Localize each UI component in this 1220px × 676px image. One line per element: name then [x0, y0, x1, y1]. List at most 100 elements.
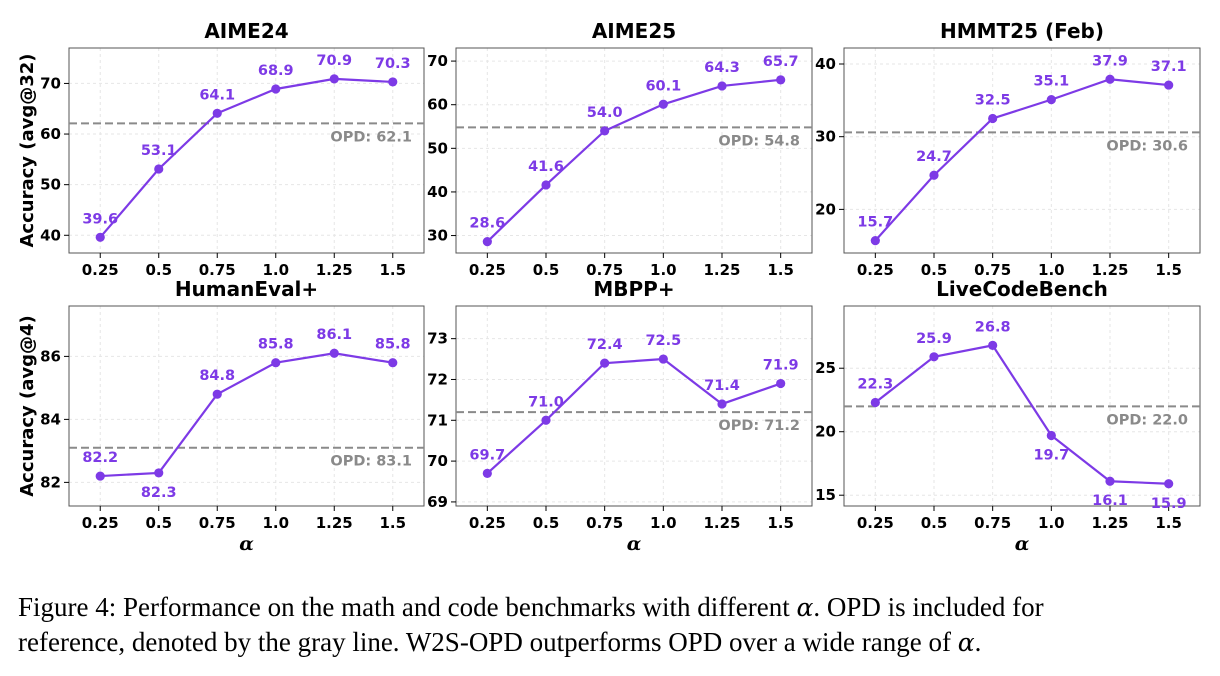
- data-point: [988, 113, 998, 124]
- x-tick-label: 1.25: [316, 261, 353, 279]
- chart-panel-2: AIME25 30 40 50 60 70 0.25 0.5 0.75 1.0 1.25 1.5 OPD…: [427, 19, 813, 279]
- plot-frame: [68, 47, 425, 254]
- y-tick-label: 40: [40, 226, 61, 244]
- y-axis-label: Accuracy (avg@32): [17, 53, 38, 247]
- data-point: [870, 397, 880, 408]
- opd-reference-label: OPD: 62.1: [330, 129, 412, 145]
- x-tick-label: 0.25: [857, 514, 894, 532]
- data-label: 41.6: [528, 159, 564, 175]
- chart-panel-4: HumanEval+ 82 84 86 0.25 0.5 0.75 1.0 1.25 1.5 Acc…: [17, 277, 425, 555]
- data-label: 22.3: [857, 377, 893, 393]
- chart-panel-6: LiveCodeBench 15 20 25 0.25 0.5 0.75 1.0 1.25 1.5…: [815, 277, 1201, 555]
- data-point: [717, 81, 727, 91]
- x-tick-label: 1.0: [650, 514, 677, 532]
- x-tick-label: 0.25: [82, 261, 119, 279]
- y-tick-label: 60: [40, 125, 61, 143]
- y-tick-label: 30: [815, 128, 836, 146]
- chart-title: HumanEval+: [175, 277, 318, 301]
- y-tick-label: 69: [427, 493, 448, 511]
- x-tick-label: 0.5: [533, 261, 560, 279]
- data-label: 71.4: [704, 378, 740, 394]
- y-tick-label: 82: [40, 473, 61, 491]
- data-point: [541, 180, 551, 190]
- data-point: [212, 389, 222, 399]
- data-point: [1105, 476, 1115, 486]
- x-tick-label: 1.5: [379, 514, 406, 532]
- data-label: 71.9: [763, 358, 799, 374]
- data-point: [776, 75, 786, 85]
- x-axis-label: α: [1015, 533, 1030, 555]
- y-axis-label: Accuracy (avg@4): [17, 315, 38, 497]
- x-tick-label: 0.5: [921, 261, 948, 279]
- plot-frame: [68, 305, 425, 507]
- data-label: 35.1: [1033, 74, 1069, 90]
- x-tick-label: 0.25: [469, 514, 506, 532]
- data-point: [1164, 80, 1174, 90]
- x-tick-label: 1.5: [1155, 514, 1182, 532]
- caption-alpha-symbol-2: α: [957, 628, 975, 657]
- data-label: 72.5: [645, 333, 681, 349]
- series-line: [874, 344, 1169, 485]
- y-tick-label: 30: [427, 227, 448, 245]
- data-label: 28.6: [469, 216, 505, 232]
- caption-line1-rest: . OPD is included for: [813, 592, 1044, 622]
- x-tick-label: 0.75: [199, 261, 236, 279]
- x-tick-label: 0.5: [921, 514, 948, 532]
- series-line: [100, 352, 393, 478]
- data-point: [1046, 95, 1056, 105]
- x-tick-label: 0.25: [469, 261, 506, 279]
- figure-caption: Figure 4: Performance on the math and co…: [18, 590, 1213, 660]
- data-label: 32.5: [975, 93, 1011, 109]
- data-label: 25.9: [916, 331, 952, 347]
- y-tick-label: 70: [427, 452, 448, 470]
- chart-title: AIME24: [204, 19, 288, 43]
- data-label: 85.8: [258, 337, 294, 353]
- caption-prefix: Figure 4: Performance on the math and co…: [18, 592, 797, 622]
- data-label: 68.9: [258, 63, 294, 79]
- data-label: 72.4: [587, 337, 623, 353]
- data-label: 37.1: [1151, 59, 1187, 75]
- data-point: [95, 232, 105, 242]
- x-tick-label: 1.5: [767, 514, 794, 532]
- figure-panels: AIME24 40 50 60 70 0.25 0.5 0.75 1.0 1.25 1.5 Accur…: [17, 19, 1201, 555]
- caption-end: .: [974, 627, 982, 657]
- data-point: [658, 354, 668, 364]
- chart-title: MBPP+: [593, 277, 674, 301]
- data-point: [271, 84, 281, 94]
- x-tick-label: 0.75: [974, 514, 1011, 532]
- x-tick-label: 1.25: [1091, 261, 1128, 279]
- x-tick-label: 0.25: [857, 261, 894, 279]
- data-point: [95, 471, 105, 481]
- data-label: 64.3: [704, 60, 740, 76]
- chart-panel-3: HMMT25 (Feb) 20 30 40 0.25 0.5 0.75 1.0 1.25 1.5 O…: [815, 19, 1201, 279]
- data-label: 24.7: [916, 149, 952, 165]
- data-label: 26.8: [975, 319, 1011, 335]
- data-point: [1046, 430, 1056, 441]
- y-tick-label: 70: [427, 52, 448, 70]
- data-point: [329, 74, 339, 84]
- chart-panel-1: AIME24 40 50 60 70 0.25 0.5 0.75 1.0 1.25 1.5 Accur…: [17, 19, 425, 279]
- x-tick-label: 0.25: [82, 514, 119, 532]
- series-line: [874, 78, 1169, 242]
- x-tick-label: 1.25: [703, 261, 740, 279]
- x-tick-label: 0.5: [145, 514, 172, 532]
- x-tick-label: 0.75: [974, 261, 1011, 279]
- x-tick-label: 1.5: [767, 261, 794, 279]
- plot-frame: [843, 47, 1201, 254]
- y-tick-label: 86: [40, 347, 61, 365]
- x-tick-label: 1.0: [650, 261, 677, 279]
- data-label: 86.1: [316, 327, 352, 343]
- y-tick-label: 15: [815, 486, 836, 504]
- data-point: [388, 358, 398, 368]
- y-tick-label: 71: [427, 411, 448, 429]
- x-tick-label: 1.25: [703, 514, 740, 532]
- x-tick-label: 1.25: [316, 514, 353, 532]
- x-tick-label: 1.25: [1091, 514, 1128, 532]
- y-tick-label: 20: [815, 423, 836, 441]
- series-line: [486, 357, 782, 475]
- data-point: [658, 99, 668, 109]
- chart-panel-5: MBPP+ 69 70 71 72 73 0.25 0.5 0.75 1.0 1.25 1.5 α OPD…: [427, 277, 813, 555]
- plot-frame: [455, 305, 813, 507]
- data-label: 64.1: [199, 87, 235, 103]
- data-point: [212, 108, 222, 118]
